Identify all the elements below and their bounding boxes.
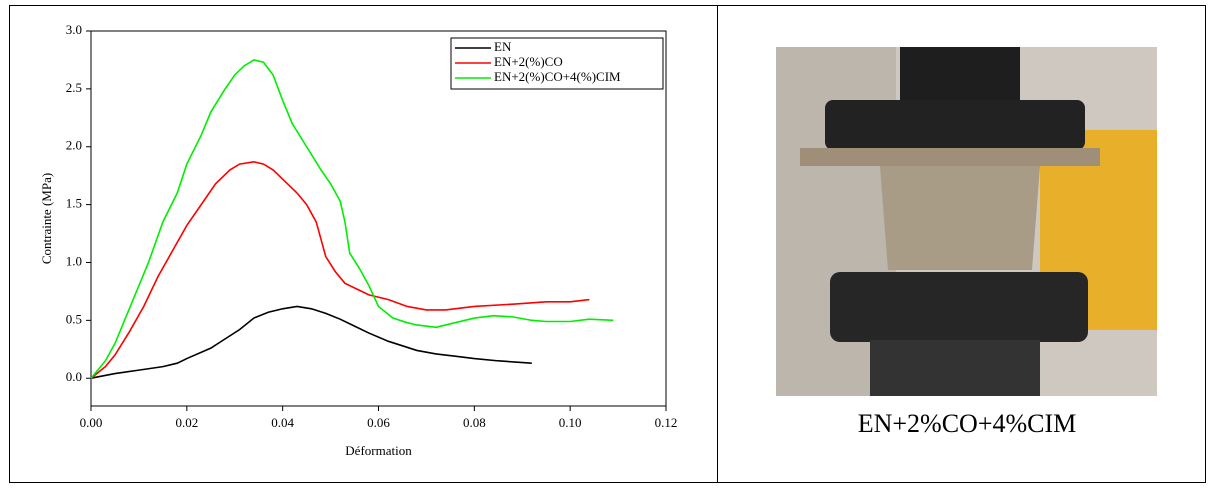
x-tick-label: 0.10: [559, 415, 582, 430]
legend-label: EN: [494, 39, 512, 54]
figure-border: [9, 5, 1206, 483]
photo-press-top: [900, 47, 1020, 107]
line-series: [90, 160, 590, 379]
photo-sample: [880, 166, 1040, 270]
x-tick-label: 0.00: [80, 415, 103, 430]
x-tick-label: 0.12: [655, 415, 678, 430]
legend-label: EN+2(%)CO+4(%)CIM: [494, 69, 621, 84]
photo: [776, 47, 1157, 396]
y-tick-label: 3.0: [66, 22, 82, 37]
y-tick-label: 1.0: [66, 253, 82, 268]
line-series: [90, 305, 532, 380]
x-tick-label: 0.04: [271, 415, 294, 430]
y-axis-label: Contrainte (MPa): [39, 173, 54, 264]
photo-cardboard: [800, 148, 1100, 166]
x-tick-label: 0.06: [367, 415, 390, 430]
x-axis-label: Déformation: [345, 443, 412, 458]
photo-platen-bottom: [830, 272, 1088, 342]
photo-press-base: [870, 340, 1040, 396]
photo-caption: EN+2%CO+4%CIM: [858, 409, 1077, 438]
y-tick-label: 0.5: [66, 311, 82, 326]
y-tick-label: 1.5: [66, 196, 82, 211]
y-tick-label: 0.0: [66, 369, 82, 384]
line-series: [90, 59, 614, 379]
x-tick-label: 0.02: [175, 415, 198, 430]
legend-label: EN+2(%)CO: [494, 54, 563, 69]
photo-platen-top: [825, 100, 1085, 150]
x-tick-label: 0.08: [463, 415, 486, 430]
y-tick-label: 2.0: [66, 138, 82, 153]
y-tick-label: 2.5: [66, 80, 82, 95]
